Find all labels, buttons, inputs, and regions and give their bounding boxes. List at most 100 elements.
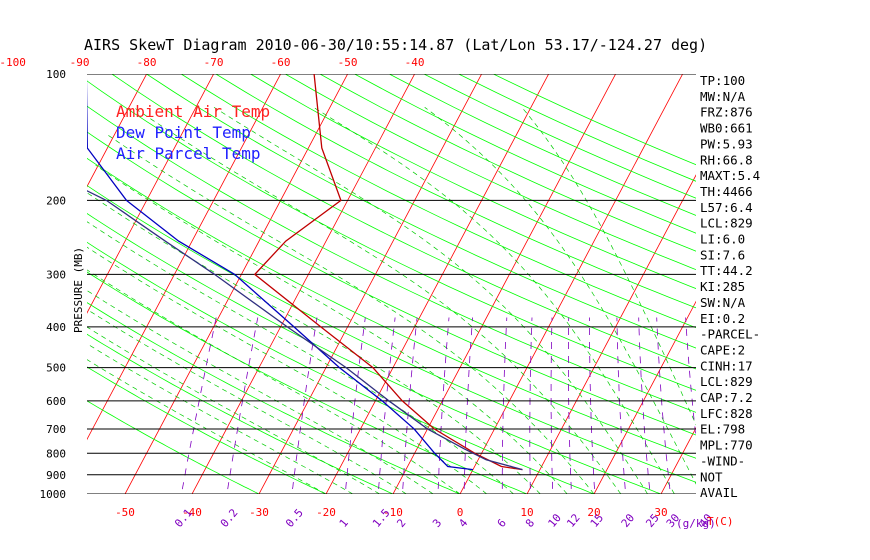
dry-adiabat-line [87,80,696,391]
top-temp-tick-label: -70 [204,56,224,69]
top-temp-tick-label: -90 [70,56,90,69]
pressure-tick-label: 600 [46,395,66,408]
mixing-ratio-label: 0.2 [218,506,241,530]
dry-adiabat-line [87,105,696,413]
isotherm-line [790,65,870,503]
dry-adiabat-line [87,213,663,494]
stat-line: PW:5.93 [700,136,753,151]
moist-adiabat-line [108,135,595,494]
bottom-temp-tick-label: 20 [587,506,600,519]
isotherm-line [593,300,696,494]
mixing-ratio-line [344,317,366,494]
bottom-temp-tick-label: -40 [182,506,202,519]
mixing-ratio-line [616,317,627,494]
pressure-tick-label: 1000 [40,488,67,501]
moist-adiabat-line [87,290,434,494]
mixing-ratio-line [402,317,418,494]
legend-dewpoint: Dew Point Temp [116,123,251,142]
isotherm-line [325,74,550,494]
dry-adiabat-line [87,400,260,494]
stat-line: CINH:17 [700,358,753,373]
mixing-ratio-line [568,317,572,494]
top-temp-tick-label: -80 [137,56,157,69]
mixing-ratio-line [685,317,696,442]
mixing-ratio-line [463,317,473,494]
bottom-temp-tick-label: 10 [520,506,533,519]
dry-adiabat-line [87,185,696,483]
dry-adiabat-line [111,74,696,370]
dry-adiabat-line [87,241,596,494]
bottom-temp-tick-label: -20 [316,506,336,519]
stat-line: WB0:661 [700,121,753,136]
dry-adiabat-line [319,74,696,252]
pressure-tick-label: 100 [46,68,66,81]
isotherm-line [0,65,18,503]
dry-adiabat-line [87,157,696,459]
top-temp-tick-label: -50 [338,56,358,69]
mixing-ratio-label: 10 [545,511,563,530]
dry-adiabat-line [87,131,696,436]
legend: Ambient Air Temp Dew Point Temp Air Parc… [116,102,270,163]
chart-title: AIRS SkewT Diagram 2010-06-30/10:55:14.8… [84,36,707,54]
stat-line: KI:285 [700,279,745,294]
isotherm-line [660,427,696,494]
pressure-tick-label: 300 [46,268,66,281]
dry-adiabat-line [87,366,327,494]
mixing-ratio-line [226,317,259,494]
mixing-ratio-label: 1 [337,516,351,529]
stat-line: LFC:828 [700,406,753,421]
mixing-ratio-line [180,317,217,494]
dry-adiabat-line [87,271,529,494]
mixing-ratio-label: 20 [619,511,637,530]
stat-line: TP:100 [700,73,745,88]
mixing-ratio-line [656,317,671,494]
mixing-ratio-line [377,317,396,494]
stat-line: LCL:829 [700,216,753,231]
stat-line: TH:4466 [700,184,753,199]
stat-line: NOT [700,469,723,484]
isotherm-line [258,74,483,494]
stat-line: MW:N/A [700,89,746,104]
mixing-ratio-label: 4 [456,516,470,530]
pressure-tick-label: 200 [46,194,66,207]
stat-line: RH:66.8 [700,152,753,167]
stat-line: EI:0.2 [700,311,745,326]
isotherm-line [87,74,282,441]
parcel-temp-line [87,190,523,471]
stat-line: CAPE:2 [700,342,745,357]
stat-line: -WIND- [700,453,745,468]
stat-line: LI:6.0 [700,232,745,247]
dry-adiabat-line [215,74,696,309]
temp-unit-label: T(C) [707,515,734,528]
dry-adiabat-line [389,74,696,216]
dry-adiabat-line [87,302,462,494]
isotherm-line [124,74,349,494]
moist-adiabat-line [133,107,622,494]
mixing-ratio-line [501,317,508,494]
pressure-tick-label: 500 [46,362,66,375]
stat-line: SW:N/A [700,295,746,310]
mixing-ratio-line [589,317,596,494]
legend-ambient: Ambient Air Temp [116,102,270,121]
bottom-temp-tick-label: -50 [115,506,135,519]
mixing-ratio-label: 0.5 [283,506,306,530]
mixing-ratio-unit-label: (g/kg) [676,517,716,530]
dry-adiabat-line [354,74,696,234]
moist-adiabat-line [87,326,380,494]
data-layer [87,74,523,471]
stat-line: CAP:7.2 [700,390,753,405]
stat-line: AVAIL [700,485,738,500]
moist-adiabat-line [87,309,407,494]
stats-panel: TP:100MW:N/AFRZ:876WB0:661PW:5.93RH:66.8… [700,73,760,500]
mixing-ratio-line [638,317,651,494]
isotherm-line [191,74,416,494]
moist-adiabat-line [95,165,568,494]
moist-adiabat-line [87,343,353,494]
mixing-ratio-label: 6 [495,516,509,529]
isotherm-line [459,74,684,494]
mixing-ratio-label: 3 [430,516,444,529]
stat-line: MPL:770 [700,438,753,453]
moist-adiabat-line [87,221,514,494]
bottom-temp-tick-label: 30 [654,506,667,519]
